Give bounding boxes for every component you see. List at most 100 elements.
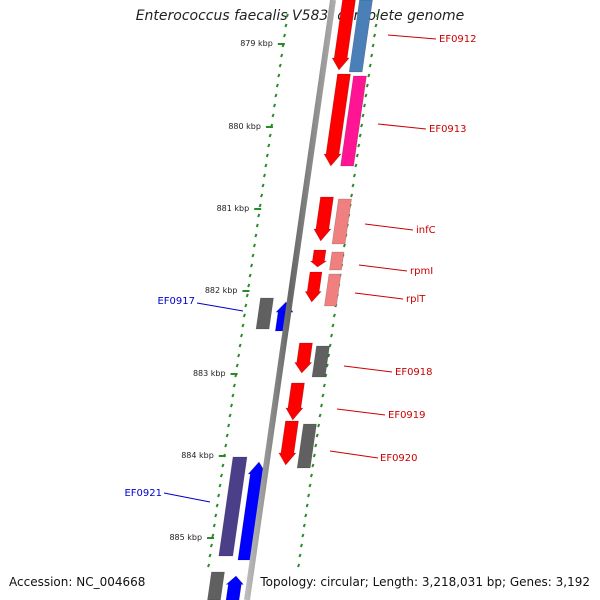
genome-title: Enterococcus faecalis V583, complete gen… — [135, 8, 465, 24]
gene-next-arrow — [225, 575, 244, 600]
minor-tick — [241, 323, 245, 328]
minor-tick — [211, 533, 215, 538]
minor-tick — [302, 523, 306, 528]
gene-rpmi-track — [329, 251, 345, 271]
gene-ef0913-arrow — [323, 73, 351, 167]
minor-tick — [311, 463, 315, 468]
minor-tick — [212, 523, 216, 528]
minor-tick — [275, 83, 279, 88]
gene-ef0912-track — [348, 0, 373, 73]
minor-tick — [361, 113, 365, 118]
gene-infc-arrow — [313, 196, 334, 242]
minor-tick — [314, 443, 318, 448]
tick-label: 881 kbp — [217, 204, 250, 213]
minor-tick — [231, 393, 235, 398]
minor-tick — [237, 353, 241, 358]
minor-tick — [215, 503, 219, 508]
minor-tick — [312, 453, 316, 458]
minor-tick — [370, 53, 374, 58]
leader-line-ef0917 — [196, 302, 244, 312]
minor-tick — [271, 113, 275, 118]
minor-tick — [225, 433, 229, 438]
minor-tick — [235, 363, 239, 368]
minor-tick — [321, 393, 325, 398]
minor-tick — [309, 473, 314, 478]
leader-line-infc — [364, 223, 414, 231]
minor-tick — [232, 383, 236, 388]
gene-label-ef0921: EF0921 — [124, 488, 162, 499]
minor-tick — [371, 43, 375, 48]
minor-tick — [342, 243, 346, 248]
minor-tick — [298, 553, 302, 558]
minor-tick — [265, 153, 269, 158]
gene-ef0917-track — [255, 297, 274, 330]
minor-tick — [224, 443, 228, 448]
minor-tick — [352, 173, 356, 178]
minor-tick — [261, 183, 265, 188]
minor-tick — [257, 213, 261, 218]
gene-ef0920-arrow — [278, 420, 299, 466]
gene-ef0919-arrow — [285, 382, 305, 421]
tick-marks: 879 kbp 880 kbp 881 kbp 882 kbp 883 kbp 884 k… — [169, 13, 379, 568]
minor-tick — [274, 93, 278, 98]
minor-tick — [250, 263, 254, 268]
minor-tick — [245, 293, 249, 298]
minor-tick — [229, 403, 234, 408]
gene-labels: EF0912 EF0913 infC rpmI rplT EF0917 EF0918 EF09… — [124, 34, 477, 503]
tick-label: 882 kbp — [205, 286, 238, 295]
minor-tick — [221, 463, 225, 468]
tick-label: 879 kbp — [240, 39, 273, 48]
minor-tick — [267, 143, 271, 148]
gene-label-rplt: rplT — [406, 294, 426, 305]
minor-tick — [324, 373, 328, 378]
minor-tick — [362, 103, 367, 108]
minor-tick — [282, 33, 287, 38]
minor-tick — [240, 333, 244, 338]
minor-tick — [315, 433, 319, 438]
minor-tick — [228, 413, 232, 418]
minor-tick — [227, 423, 231, 428]
minor-tick — [255, 223, 259, 228]
gene-rpmi-arrow — [309, 249, 328, 268]
minor-tick — [365, 83, 369, 88]
gene-label-ef0913: EF0913 — [429, 124, 467, 135]
minor-tick — [374, 23, 378, 28]
minor-tick — [219, 473, 224, 478]
minor-tick — [251, 253, 255, 258]
gene-features — [207, 0, 373, 600]
minor-tick — [278, 63, 282, 68]
minor-tick — [358, 133, 362, 138]
gene-ef0921-track — [218, 456, 248, 557]
minor-tick — [247, 283, 251, 288]
minor-tick — [304, 513, 308, 518]
gene-label-rpmi: rpmI — [410, 266, 433, 277]
minor-tick — [217, 493, 221, 498]
minor-tick — [258, 203, 262, 208]
leader-line-ef0919 — [336, 408, 386, 416]
minor-tick — [332, 313, 336, 318]
minor-tick — [318, 413, 322, 418]
minor-tick — [284, 23, 288, 28]
minor-tick — [328, 343, 332, 348]
gene-ef0912-arrow — [331, 0, 356, 71]
minor-tick — [307, 493, 311, 498]
minor-tick — [207, 563, 211, 568]
minor-tick — [305, 503, 309, 508]
minor-tick — [264, 163, 268, 168]
minor-tick — [327, 353, 331, 358]
minor-tick — [214, 513, 218, 518]
minor-tick — [357, 143, 361, 148]
gene-label-ef0912: EF0912 — [439, 34, 477, 45]
genome-summary-text: Topology: circular; Length: 3,218,031 bp… — [260, 575, 590, 589]
minor-tick — [260, 193, 264, 198]
minor-tick — [238, 343, 242, 348]
minor-tick — [254, 233, 258, 238]
gene-rplt-arrow — [304, 271, 323, 303]
minor-tick — [355, 153, 359, 158]
minor-tick — [331, 323, 335, 328]
leader-line-ef0913 — [377, 123, 427, 130]
gene-label-ef0920: EF0920 — [380, 453, 418, 464]
minor-tick — [285, 13, 289, 18]
leader-line-ef0912 — [387, 34, 437, 40]
